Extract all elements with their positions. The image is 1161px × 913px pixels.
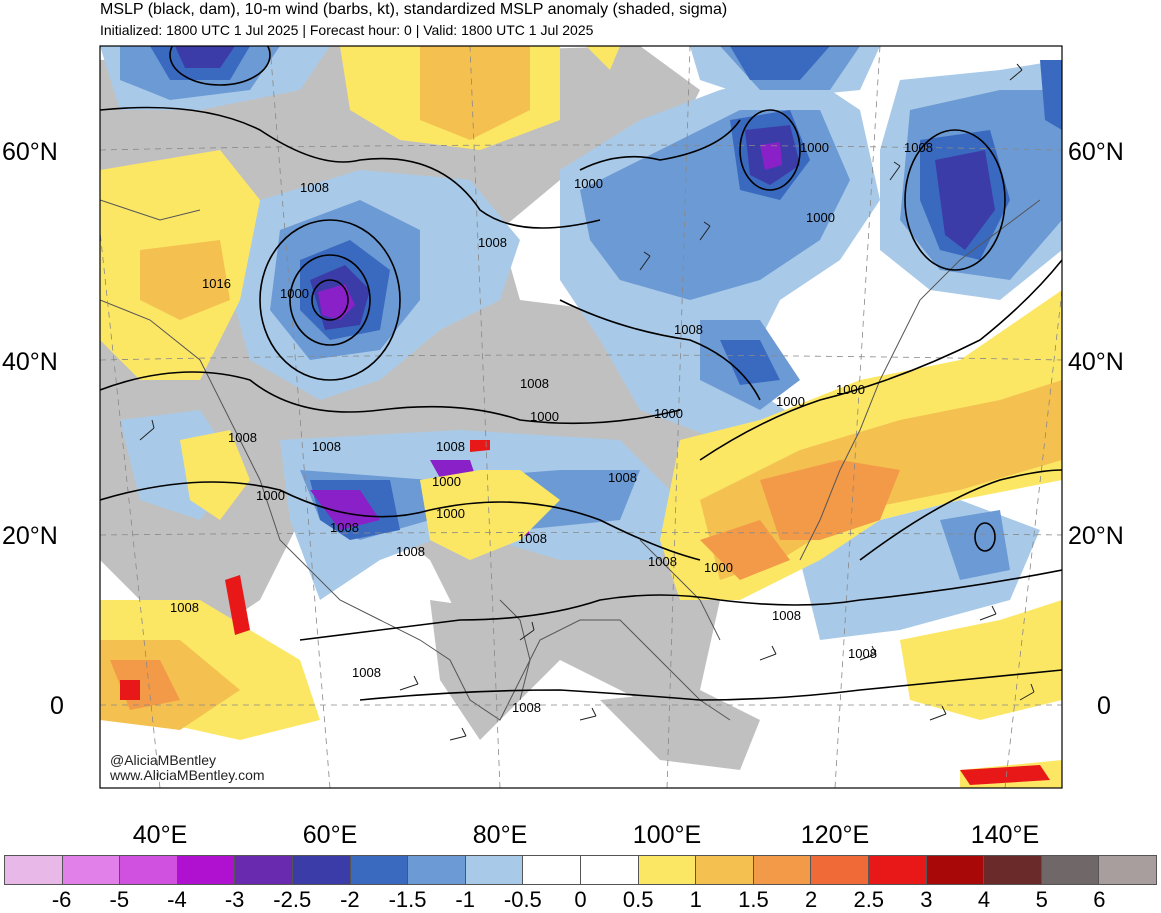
- isobar-label: 1000: [574, 176, 603, 191]
- isobar-label: 1000: [836, 382, 865, 397]
- colorbar-swatch: [235, 856, 293, 884]
- wind-barbs: [139, 63, 1035, 741]
- anomaly-colorbar: [4, 855, 1157, 885]
- lat-lon-grid: [100, 46, 1062, 788]
- colorbar-tick-label: 4: [977, 887, 991, 912]
- colorbar-tick-label: -4: [167, 887, 187, 912]
- isobar-label: 1000: [806, 210, 835, 225]
- isobar-label: 1008: [436, 439, 465, 454]
- lon-label-40e: 40°E: [132, 821, 188, 849]
- colorbar-swatch: [523, 856, 581, 884]
- colorbar-swatch: [62, 856, 121, 884]
- colorbar-swatch: [1099, 856, 1156, 884]
- colorbar-swatch: [120, 856, 178, 884]
- lon-label-120e: 120°E: [800, 821, 870, 849]
- lat-label-right-60n: 60°N: [1068, 138, 1124, 166]
- colorbar-swatch: [811, 856, 869, 884]
- isobar-label: 1008: [352, 665, 381, 680]
- colorbar-tick-label: -3: [224, 887, 245, 912]
- colorbar-swatch: [868, 856, 927, 884]
- colorbar-swatch: [638, 856, 697, 884]
- isobar-label: 1000: [654, 406, 683, 421]
- isobar-label: 1008: [228, 430, 257, 445]
- colorbar-tick-label: 1: [689, 887, 702, 912]
- map-subtitle: Initialized: 1800 UTC 1 Jul 2025 | Forec…: [100, 22, 594, 38]
- isobar-label: 1008: [518, 531, 547, 546]
- lat-label-left-60n: 60°N: [2, 138, 58, 166]
- isobar-label: 1000: [800, 140, 829, 155]
- isobar-label: 1000: [530, 409, 559, 424]
- lat-label-right-20n: 20°N: [1068, 522, 1124, 550]
- lon-label-80e: 80°E: [472, 821, 528, 849]
- credit-website: www.AliciaMBentley.com: [110, 767, 265, 783]
- isobar-label: 1000: [704, 560, 733, 575]
- isobar-labels: 1008 1016 1000 1008 1000 1000 1008 1000 1008 1008…: [170, 140, 933, 715]
- anomaly-red: [120, 440, 1050, 785]
- credit-handle: @AliciaMBentley: [110, 752, 217, 768]
- colorbar-tick-label: -0.5: [503, 887, 542, 912]
- map-frame: [99, 45, 1063, 789]
- colorbar-swatch: [753, 856, 812, 884]
- colorbar-tick-label: 2: [804, 887, 818, 912]
- colorbar-tick-label: -2.5: [273, 887, 312, 912]
- coastlines: [100, 199, 1041, 721]
- colorbar-tick-label: 0: [574, 887, 587, 912]
- colorbar-tick-label: 0.5: [622, 887, 654, 912]
- isobar-label: 1008: [520, 376, 549, 391]
- lon-label-140e: 140°E: [970, 821, 1040, 849]
- colorbar-tick-label: 2.5: [853, 887, 885, 912]
- colorbar-swatch: [292, 856, 351, 884]
- colorbar-swatch: [580, 856, 639, 884]
- lat-label-left-0: 0: [50, 692, 64, 720]
- lat-label-right-0: 0: [1097, 692, 1111, 720]
- isobar-label: 1000: [432, 474, 461, 489]
- map-title: MSLP (black, dam), 10-m wind (barbs, kt)…: [100, 1, 728, 18]
- colorbar-tick-label: -6: [51, 887, 72, 912]
- isobar-label: 1008: [512, 700, 541, 715]
- colorbar-tick-label: 1.5: [738, 887, 769, 912]
- isobar-label: 1008: [848, 646, 877, 661]
- colorbar-swatch: [465, 856, 524, 884]
- isobar-label: 1008: [478, 235, 507, 250]
- colorbar-swatch: [5, 856, 63, 884]
- isobar-label: 1000: [280, 286, 309, 301]
- isobars: [100, 46, 1062, 701]
- lon-label-60e: 60°E: [302, 821, 358, 849]
- isobar-label: 1008: [170, 600, 199, 615]
- isobar-label: 1008: [312, 439, 341, 454]
- colorbar-swatch: [984, 856, 1042, 884]
- isobar-label: 1008: [904, 140, 933, 155]
- isobar-label: 1000: [776, 394, 805, 409]
- lat-label-left-40n: 40°N: [2, 348, 58, 376]
- colorbar-swatch: [926, 856, 985, 884]
- isobar-label: 1008: [674, 322, 703, 337]
- colorbar-tick-label: 5: [1035, 887, 1048, 912]
- colorbar-tick-label: -2: [340, 887, 360, 912]
- colorbar-swatch: [1041, 856, 1100, 884]
- colorbar-swatch: [177, 856, 236, 884]
- colorbar-tick-label: -1: [455, 887, 475, 912]
- isobar-label: 1008: [772, 608, 801, 623]
- isobar-label: 1008: [648, 554, 677, 569]
- isobar-label: 1000: [256, 488, 285, 503]
- colorbar-tick-label: -5: [109, 887, 130, 912]
- isobar-label: 1016: [202, 276, 231, 291]
- colorbar-swatch: [350, 856, 409, 884]
- colorbar-swatch: [696, 856, 754, 884]
- isobar-label: 1000: [436, 506, 465, 521]
- isobar-label: 1008: [300, 180, 329, 195]
- colorbar-tick-label: 3: [920, 887, 933, 912]
- isobar-label: 1008: [608, 470, 637, 485]
- colorbar-tick-label: 6: [1093, 887, 1106, 912]
- lat-label-left-20n: 20°N: [2, 522, 58, 550]
- lon-label-100e: 100°E: [632, 821, 702, 849]
- colorbar-swatch: [408, 856, 466, 884]
- lat-label-right-40n: 40°N: [1068, 348, 1124, 376]
- colorbar-tick-label: -1.5: [388, 887, 427, 912]
- isobar-label: 1008: [330, 520, 359, 535]
- isobar-label: 1008: [396, 544, 425, 559]
- weather-map: 1008 1016 1000 1008 1000 1000 1008 1000 1008 1008…: [99, 45, 1063, 789]
